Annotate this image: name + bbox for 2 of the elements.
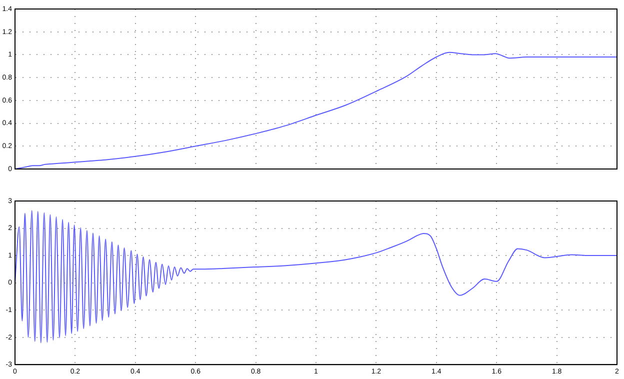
line-series <box>15 52 617 169</box>
line-series <box>15 210 617 344</box>
